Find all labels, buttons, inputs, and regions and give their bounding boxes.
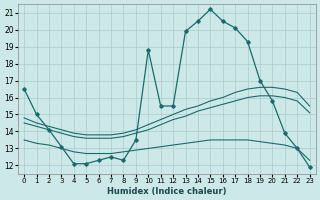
X-axis label: Humidex (Indice chaleur): Humidex (Indice chaleur) [107,187,227,196]
